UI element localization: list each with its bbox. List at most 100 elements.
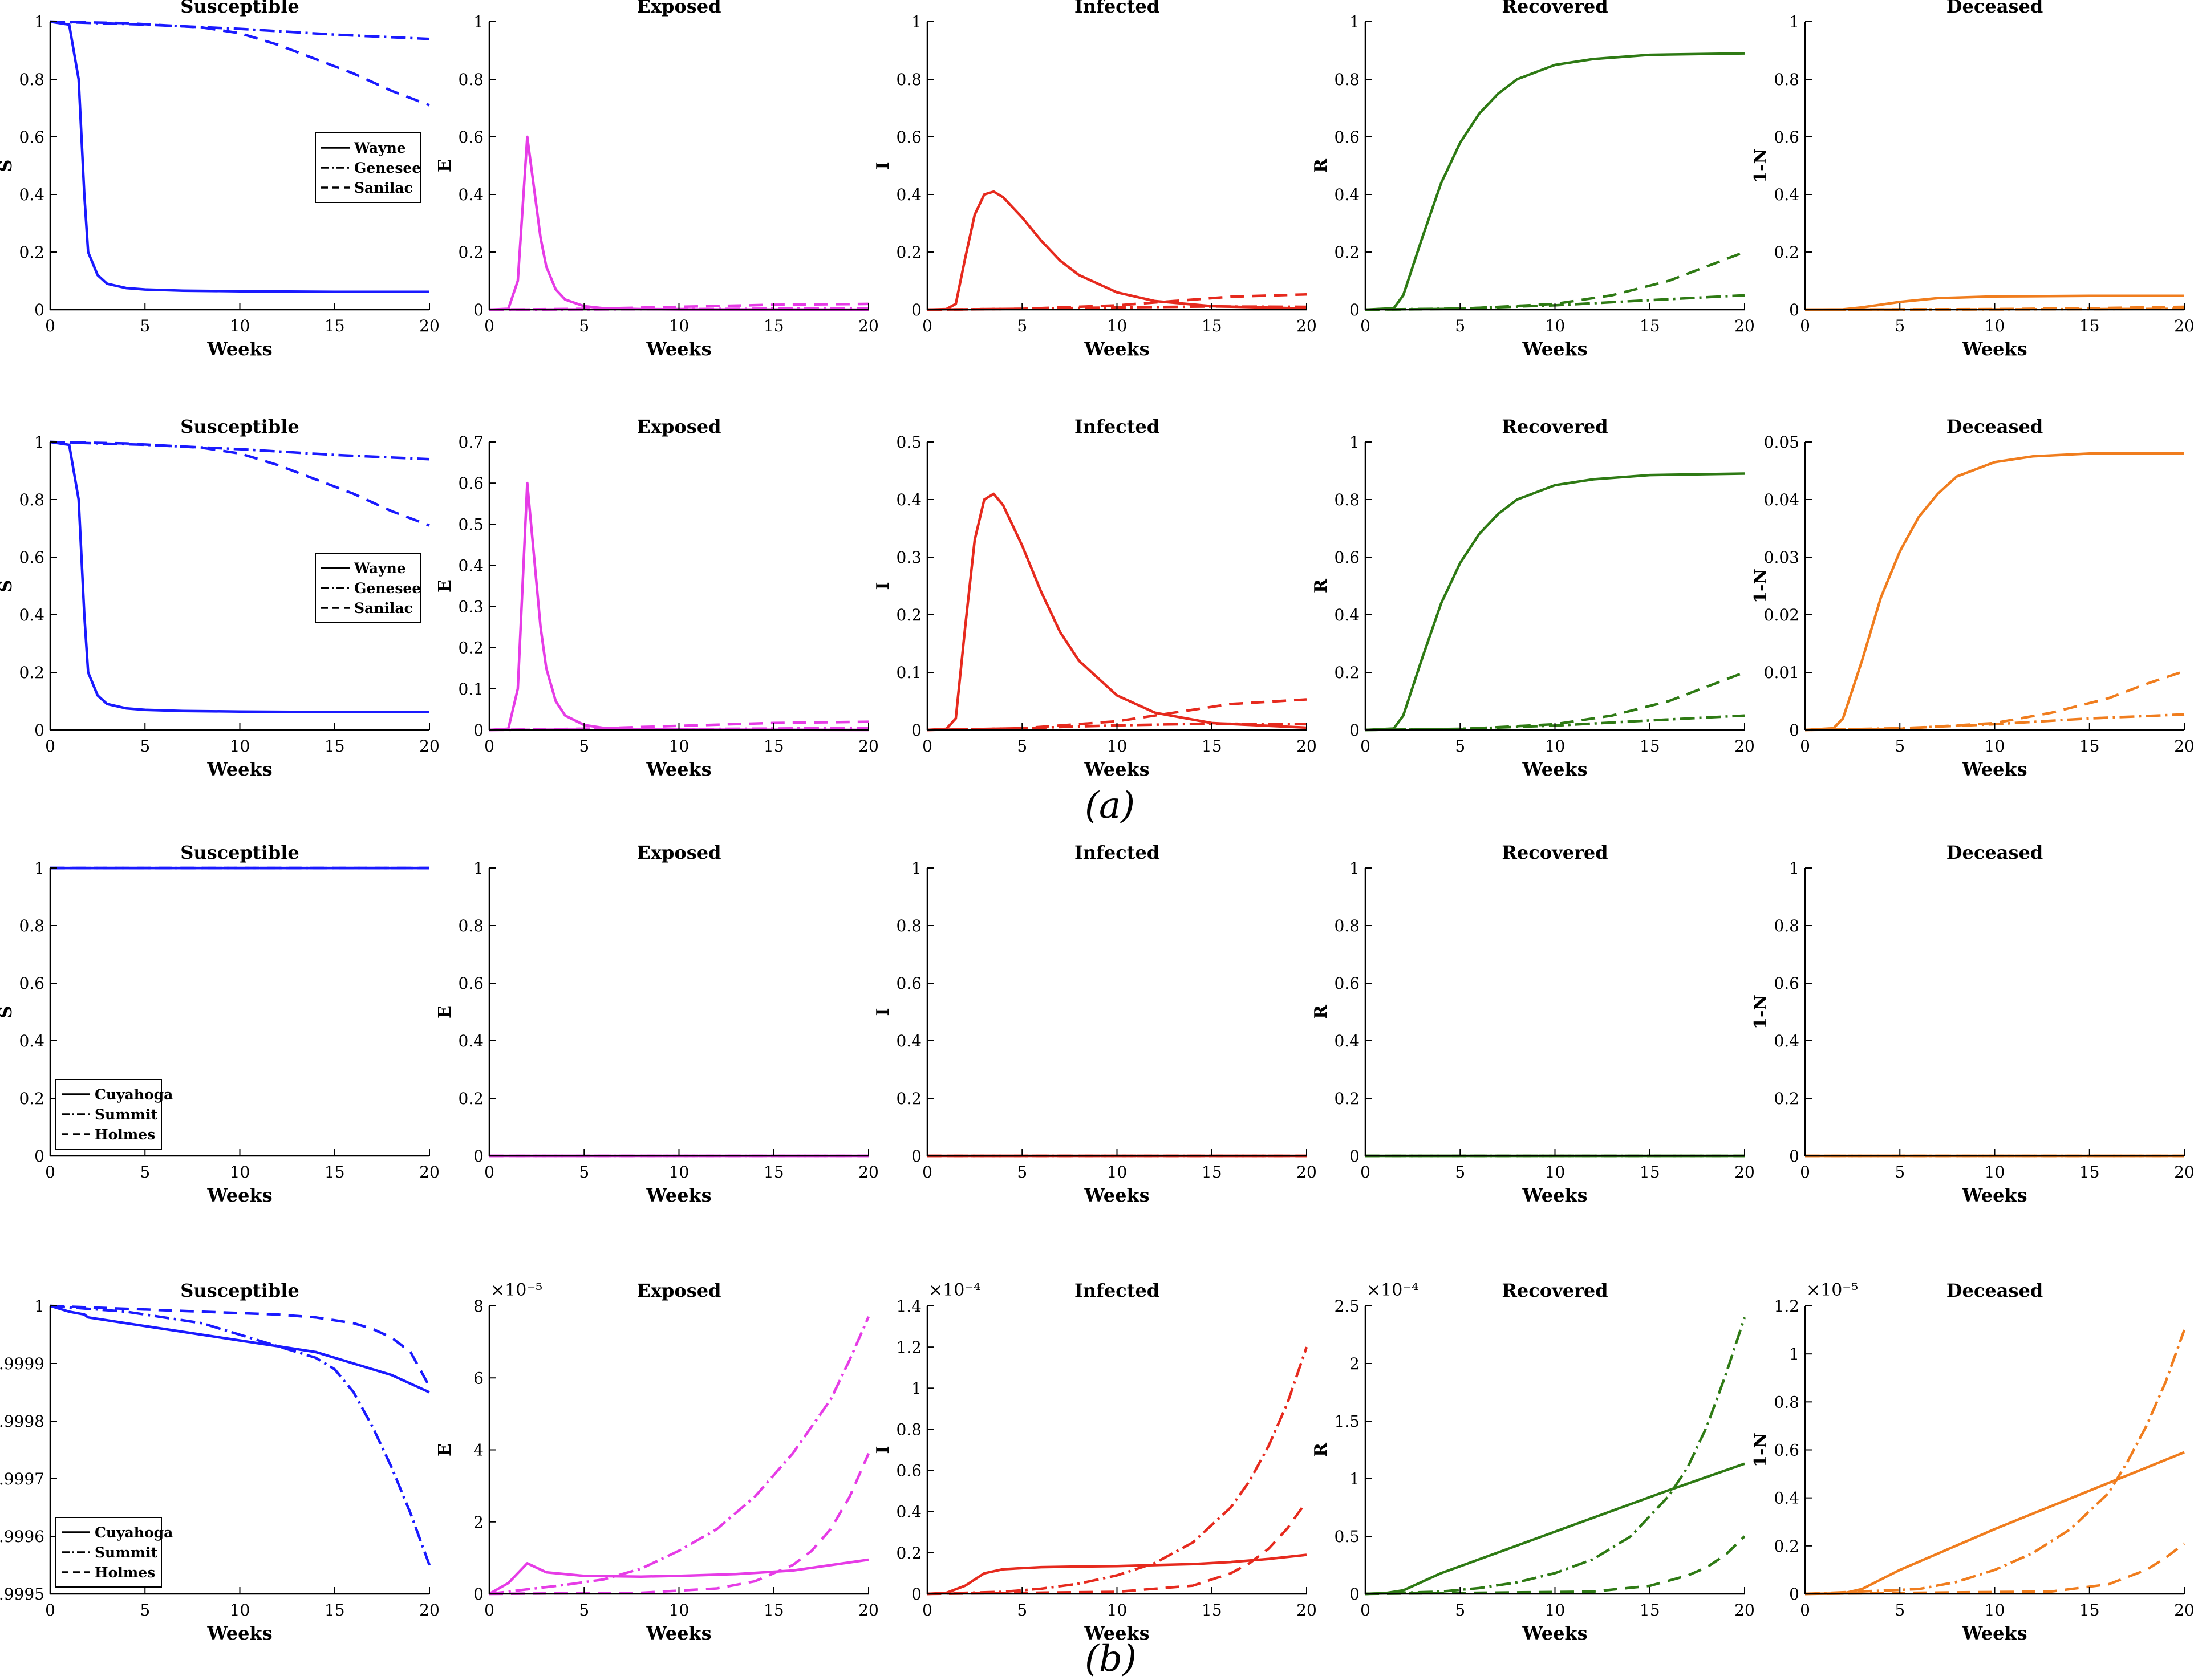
y-axis-label: 1-N [1751,995,1771,1029]
chart-title: Deceased [1946,0,2043,17]
y-tick-label: 0.4 [1774,1032,1799,1050]
x-tick-label: 0 [45,737,55,756]
y-tick-label: 8 [473,1297,484,1316]
y-tick-label: 1 [34,859,44,878]
series-line [489,1316,870,1596]
x-axis-label: Weeks [1084,1622,1149,1644]
x-tick-label: 5 [579,1601,589,1620]
x-tick-label: 0 [1800,1163,1810,1182]
x-axis-label: Weeks [1522,338,1587,360]
x-tick-label: 20 [858,737,879,756]
x-tick-label: 20 [419,1601,440,1620]
y-tick-label: 0.8 [1774,916,1799,935]
y-tick-label: 0.4 [458,185,484,204]
chart-panel: 0 5 10 15 20 0.9995 0.9996 0.9997 0.9998 0.9999 1 S… [0,1280,440,1644]
y-tick-label: 0.1 [458,680,484,699]
y-tick-label: 0.8 [896,916,922,935]
x-tick-label: 0 [922,1163,932,1182]
x-tick-label: 20 [419,1163,440,1182]
y-tick-label: 0.4 [19,606,44,624]
y-tick-label: 0.8 [19,490,44,509]
x-axis-label: Weeks [206,338,272,360]
x-tick-label: 10 [1545,316,1566,335]
x-tick-label: 5 [1895,316,1905,335]
y-tick-label: 0.2 [458,1089,484,1108]
y-tick-label: 0.6 [1334,128,1360,147]
chart-title: Recovered [1502,416,1608,437]
y-axis-label: R [1311,578,1331,593]
series-line [1365,1317,1746,1596]
y-tick-label: 0 [911,1147,922,1166]
chart-panel: 0 5 10 15 20 0 0.5 1 1.5 2 2.5 Recovered Weeks R ×10⁻⁴ [1311,1280,1755,1644]
x-tick-label: 10 [1107,1163,1128,1182]
x-tick-label: 0 [45,1601,55,1620]
x-tick-label: 20 [1296,316,1317,335]
x-axis-label: Weeks [1084,1184,1149,1206]
chart-panel: 0 5 10 15 20 0 0.01 0.02 0.03 0.04 0.05 Deceased Wee… [1751,416,2194,780]
chart-panel: 0 5 10 15 20 0 0.2 0.4 0.6 0.8 1 1.2 1.4 Infected Week… [873,1280,1317,1644]
chart-title: Exposed [637,0,721,17]
y-tick-label: 0.2 [1774,243,1799,262]
x-tick-label: 0 [1800,1601,1810,1620]
series-line [927,1500,1308,1596]
y-tick-label: 0.4 [896,1503,922,1521]
y-tick-label: 0.4 [1334,185,1360,204]
x-tick-label: 5 [140,1601,150,1620]
y-scale-factor: ×10⁻⁴ [1366,1280,1418,1300]
x-axis-label: Weeks [1961,1622,2027,1644]
x-axis-label: Weeks [1961,1184,2027,1206]
x-tick-label: 5 [1895,1601,1905,1620]
x-tick-label: 15 [764,1601,784,1620]
x-tick-label: 20 [1734,1601,1755,1620]
x-tick-label: 0 [45,1163,55,1182]
x-tick-label: 0 [484,737,494,756]
chart-panel: 0 5 10 15 20 0 0.2 0.4 0.6 0.8 1 Recovered Weeks R [1311,842,1755,1206]
series-line [50,20,430,107]
y-tick-label: 0 [1789,301,1799,319]
x-tick-label: 20 [419,737,440,756]
y-tick-label: 0.6 [1774,974,1799,993]
x-tick-label: 10 [669,1601,690,1620]
y-axis-label: I [873,161,893,169]
y-axis-label: E [435,1005,455,1018]
legend: Cuyahoga Summit Holmes [55,1079,173,1150]
chart-panel: 0 5 10 15 20 0 0.2 0.4 0.6 0.8 1 Infected Weeks I [873,842,1317,1206]
y-tick-label: 0.2 [19,243,44,262]
y-tick-label: 1 [911,859,922,878]
x-tick-label: 0 [1360,1163,1370,1182]
x-tick-label: 20 [1734,737,1755,756]
y-tick-label: 0.2 [19,663,44,682]
legend-label: Sanilac [354,600,413,616]
series-line [489,720,869,732]
x-tick-label: 15 [2079,316,2100,335]
y-tick-label: 0.6 [458,974,484,993]
x-tick-label: 10 [669,1163,690,1182]
x-tick-label: 10 [1985,1163,2005,1182]
y-tick-label: 0.2 [1774,1537,1799,1556]
x-tick-label: 10 [1107,1601,1128,1620]
y-tick-label: 1.2 [896,1338,922,1357]
x-tick-label: 15 [325,737,345,756]
series-line [1804,1329,2186,1596]
y-axis-label: R [1311,158,1331,173]
chart-panel: 0 5 10 15 20 0 0.1 0.2 0.3 0.4 0.5 0.6 0.7 Exposed Wee… [435,416,879,780]
y-axis-label: S [0,1006,16,1018]
chart-panel: 0 5 10 15 20 0 0.2 0.4 0.6 0.8 1 Recovered Weeks R [1311,0,1755,360]
x-tick-label: 10 [1985,316,2005,335]
y-tick-label: 0.9999 [0,1354,44,1373]
x-tick-label: 5 [1017,316,1027,335]
x-tick-label: 0 [1800,316,1810,335]
legend: Cuyahoga Summit Holmes [55,1517,173,1588]
x-tick-label: 15 [1640,316,1660,335]
y-tick-label: 0.6 [896,1462,922,1480]
x-tick-label: 15 [764,316,784,335]
y-tick-label: 0.9995 [0,1585,44,1604]
x-tick-label: 15 [325,316,345,335]
chart-panel: 0 5 10 15 20 0 0.2 0.4 0.6 0.8 1 Infected Weeks I [873,0,1317,360]
x-tick-label: 0 [922,1601,932,1620]
series-line [1365,671,1745,732]
y-tick-label: 0.2 [896,606,922,624]
y-tick-label: 1 [1789,859,1799,878]
series-line [1804,452,2184,732]
x-tick-label: 10 [1545,1163,1566,1182]
